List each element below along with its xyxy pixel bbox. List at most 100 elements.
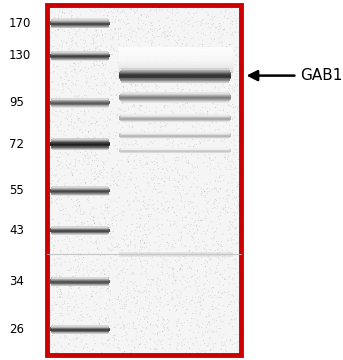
Point xyxy=(116,294,121,300)
Point xyxy=(105,121,111,127)
Point xyxy=(139,328,144,334)
Point xyxy=(150,178,156,184)
Point xyxy=(54,350,59,355)
Point xyxy=(159,201,164,207)
Point xyxy=(56,178,61,184)
Point xyxy=(144,289,149,295)
Point xyxy=(46,89,52,95)
Point xyxy=(178,89,184,94)
Point xyxy=(216,326,222,332)
Point xyxy=(160,329,165,334)
Point xyxy=(189,265,194,271)
Point xyxy=(119,288,125,293)
Point xyxy=(91,240,96,246)
Point xyxy=(72,303,78,309)
Point xyxy=(210,15,216,21)
Point xyxy=(184,133,189,139)
Point xyxy=(187,345,192,351)
Point xyxy=(232,109,237,115)
Point xyxy=(150,197,156,203)
Point xyxy=(80,237,85,243)
Point xyxy=(110,35,115,41)
Point xyxy=(172,133,177,139)
Point xyxy=(76,138,82,144)
Point xyxy=(220,247,225,253)
Point xyxy=(236,193,241,199)
Point xyxy=(225,133,230,139)
Point xyxy=(52,31,58,37)
Point xyxy=(69,80,75,85)
Point xyxy=(163,174,168,180)
Point xyxy=(206,341,212,347)
Point xyxy=(80,211,86,217)
Point xyxy=(55,196,60,202)
Point xyxy=(146,306,152,311)
Point xyxy=(238,210,243,216)
Point xyxy=(155,198,160,204)
Point xyxy=(186,67,192,73)
Point xyxy=(190,68,195,73)
Point xyxy=(60,82,65,88)
Point xyxy=(232,48,237,54)
Point xyxy=(135,72,141,78)
Point xyxy=(51,44,57,49)
Point xyxy=(97,8,103,14)
Point xyxy=(152,129,158,134)
Point xyxy=(63,205,68,211)
Point xyxy=(211,328,216,334)
Point xyxy=(85,138,91,144)
Point xyxy=(114,31,119,36)
Point xyxy=(78,207,84,212)
Point xyxy=(54,201,59,207)
Point xyxy=(217,108,223,113)
Point xyxy=(224,45,230,50)
Point xyxy=(162,103,167,108)
Point xyxy=(196,150,201,156)
Point xyxy=(210,306,216,312)
Point xyxy=(199,348,205,354)
Point xyxy=(100,293,105,299)
Point xyxy=(230,102,235,108)
Point xyxy=(207,115,212,121)
Point xyxy=(86,32,92,38)
Point xyxy=(180,224,186,230)
Point xyxy=(54,197,59,202)
Point xyxy=(145,95,150,100)
Point xyxy=(183,53,189,59)
Point xyxy=(159,176,165,182)
Point xyxy=(153,133,158,139)
Point xyxy=(132,237,138,242)
Point xyxy=(97,295,102,301)
Point xyxy=(172,28,178,33)
Point xyxy=(103,31,108,36)
Point xyxy=(170,110,176,116)
Point xyxy=(234,259,239,265)
Point xyxy=(142,352,148,357)
Point xyxy=(113,244,118,250)
Point xyxy=(115,183,120,188)
Point xyxy=(155,206,160,212)
Point xyxy=(54,271,59,277)
Point xyxy=(78,232,83,238)
Point xyxy=(100,63,106,69)
Point xyxy=(73,161,78,166)
Point xyxy=(160,167,165,172)
Point xyxy=(193,247,199,252)
Point xyxy=(155,152,161,158)
Point xyxy=(82,230,87,236)
Point xyxy=(179,57,185,63)
Point xyxy=(155,330,160,336)
Point xyxy=(127,350,133,356)
Point xyxy=(191,112,196,118)
Point xyxy=(232,166,237,172)
Point xyxy=(221,313,227,319)
Point xyxy=(78,262,83,268)
Point xyxy=(207,320,212,325)
Point xyxy=(67,102,73,107)
Point xyxy=(217,85,222,91)
Point xyxy=(188,284,193,290)
Point xyxy=(70,64,76,69)
Point xyxy=(59,52,65,58)
Point xyxy=(73,293,79,299)
Point xyxy=(108,332,113,337)
